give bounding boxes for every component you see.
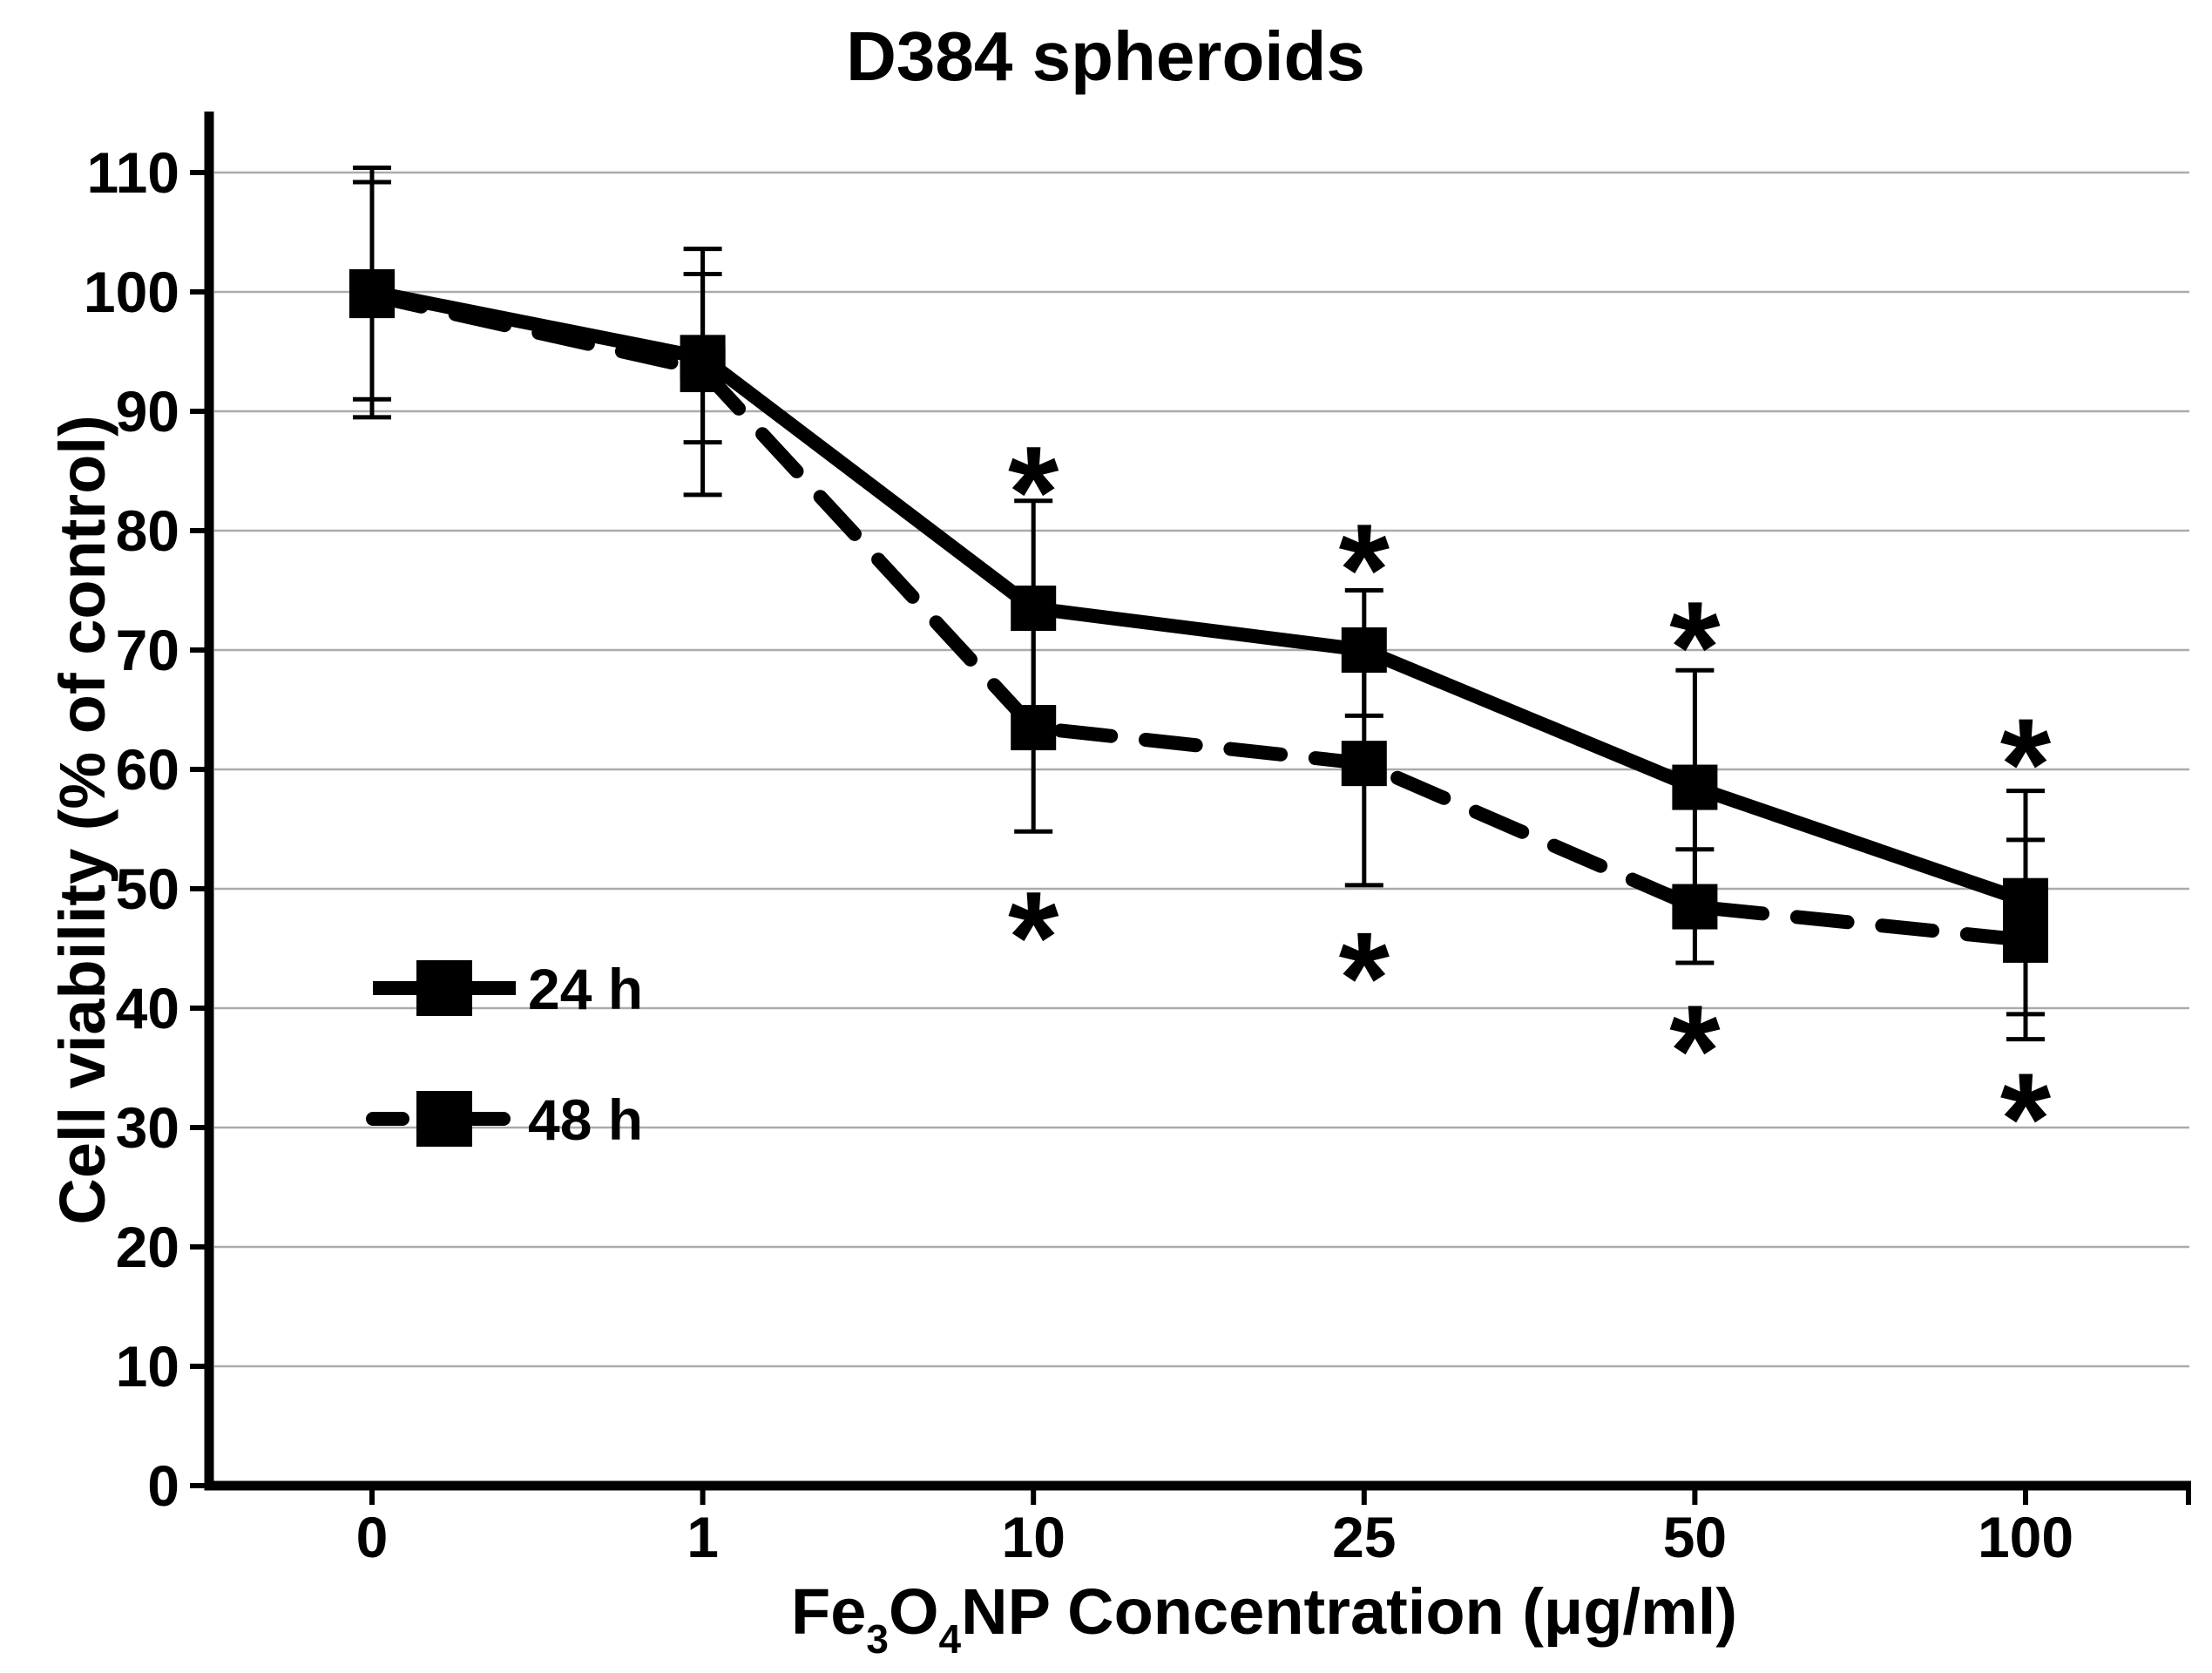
y-tick-label: 20	[116, 1215, 179, 1279]
significance-asterisk: *	[2000, 691, 2052, 837]
series-lines-group	[365, 285, 2033, 947]
series-line-48h	[365, 288, 2033, 947]
chart-title: D384 spheroids	[846, 17, 1365, 95]
significance-asterisk: *	[1008, 864, 1059, 1011]
y-tick-label: 70	[116, 618, 179, 682]
y-axis-label: Cell viability (% of control)	[46, 415, 118, 1224]
y-tick-label: 100	[84, 260, 179, 324]
x-tick-label: 50	[1663, 1505, 1727, 1569]
series-line-24h	[370, 285, 2028, 908]
y-axis-ticks-group: 0 10 20 30 40 50 60 70 80 90 100 110	[84, 140, 209, 1518]
y-tick-label: 110	[87, 140, 179, 205]
data-point-marker	[1011, 705, 1057, 751]
data-point-marker	[1341, 741, 1387, 787]
legend-entry: 48 h	[366, 1087, 643, 1152]
x-tick-label: 10	[1001, 1505, 1065, 1569]
legend-label: 24 h	[528, 957, 643, 1021]
y-tick-label: 60	[116, 737, 179, 802]
data-point-marker	[2003, 917, 2048, 963]
y-tick-label: 50	[116, 857, 179, 921]
series-markers-group	[349, 269, 2048, 963]
legend-marker	[416, 1091, 472, 1147]
x-axis-ticks-group: 0 1 10 25 50 100	[356, 1486, 2073, 1569]
x-tick-label: 0	[356, 1505, 389, 1569]
data-point-marker	[680, 347, 726, 393]
data-point-marker	[1341, 627, 1387, 673]
legend-label: 48 h	[528, 1087, 643, 1152]
error-bars-group	[353, 166, 2045, 1042]
x-tick-label: 100	[1978, 1505, 2073, 1569]
significance-asterisk: *	[1339, 497, 1390, 643]
y-tick-label: 30	[116, 1095, 179, 1160]
data-point-marker	[349, 273, 395, 319]
y-tick-label: 0	[147, 1453, 179, 1518]
x-tick-label: 25	[1332, 1505, 1396, 1569]
y-tick-label: 10	[116, 1334, 179, 1399]
data-point-marker	[1672, 884, 1718, 930]
legend-marker	[416, 960, 472, 1016]
significance-asterisk: *	[1339, 904, 1390, 1051]
significance-markers-group: * * * * * * * *	[1008, 419, 2052, 1192]
y-tick-label: 80	[116, 498, 179, 563]
significance-asterisk: *	[1669, 574, 1721, 721]
legend: 24 h 48 h	[366, 957, 643, 1152]
significance-asterisk: *	[1669, 978, 1721, 1124]
x-axis-label: Fe3O4NP Concentration (μg/ml)	[791, 1575, 1737, 1662]
gridlines-group	[214, 171, 2189, 1368]
y-tick-label: 90	[116, 379, 179, 444]
data-point-marker	[1011, 586, 1057, 632]
y-tick-label: 40	[116, 976, 179, 1040]
axes-group	[204, 112, 2191, 1505]
x-tick-label: 1	[687, 1505, 719, 1569]
significance-asterisk: *	[2000, 1046, 2052, 1192]
significance-asterisk: *	[1008, 419, 1059, 566]
data-point-marker	[1672, 764, 1718, 810]
data-point-marker	[2003, 877, 2048, 924]
legend-entry: 24 h	[373, 957, 643, 1021]
